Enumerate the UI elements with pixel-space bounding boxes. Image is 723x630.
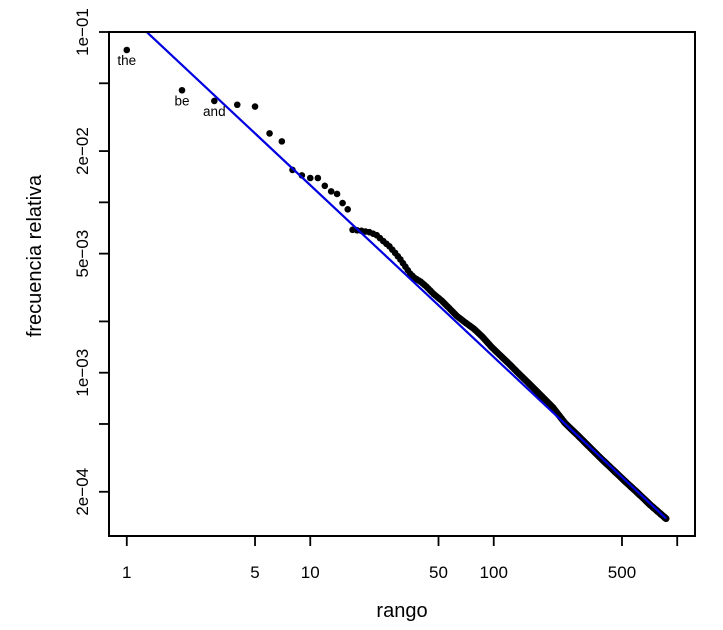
point-word-label: be	[174, 93, 189, 108]
fit-line	[146, 31, 667, 520]
data-point	[321, 182, 329, 190]
data-point	[178, 86, 186, 94]
y-axis-tick-label: 2e−04	[73, 468, 92, 516]
data-point	[339, 199, 346, 207]
y-axis-tick-label: 2e−02	[73, 127, 92, 175]
data-point	[278, 138, 286, 145]
x-axis-tick-label: 5	[250, 563, 259, 582]
y-axis-tick-label: 1e−03	[73, 349, 92, 397]
data-point	[266, 130, 273, 137]
x-axis-tick-label: 100	[480, 563, 508, 582]
x-axis-tick-label: 500	[608, 563, 636, 582]
x-axis-title: rango	[376, 600, 427, 622]
y-axis-tick-label: 5e−03	[73, 230, 92, 278]
data-point	[211, 97, 218, 105]
x-axis-tick-label: 1	[122, 563, 131, 582]
y-axis-tick-label: 1e−01	[73, 8, 92, 56]
data-point	[251, 103, 259, 110]
data-point	[327, 188, 335, 195]
x-axis-tick-label: 50	[429, 563, 448, 582]
data-point	[233, 101, 241, 109]
data-point	[333, 190, 341, 198]
point-word-label: and	[203, 104, 226, 119]
x-axis-tick-label: 10	[301, 563, 320, 582]
data-point	[344, 206, 352, 213]
data-point	[314, 174, 322, 182]
plot-box	[108, 31, 696, 537]
y-axis-title: frecuencia relativa	[24, 174, 46, 337]
data-point	[306, 174, 314, 182]
data-point	[123, 46, 131, 54]
point-word-label: the	[117, 53, 136, 68]
